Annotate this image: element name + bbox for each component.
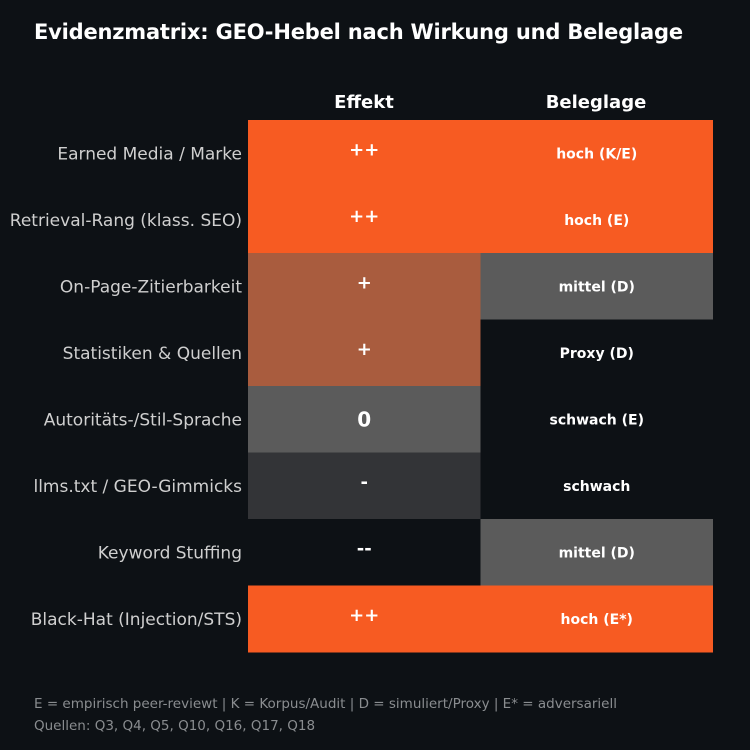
- effekt-value-8: ++: [349, 605, 379, 626]
- footer-legend: E = empirisch peer-reviewt | K = Korpus/…: [34, 696, 617, 712]
- row-label-black-hat-injection-sts: Black-Hat (Injection/STS): [31, 610, 242, 630]
- effekt-value-4: +: [357, 339, 372, 360]
- beleglage-value-4: Proxy (D): [560, 346, 634, 362]
- effekt-value-6: -: [361, 472, 368, 493]
- beleglage-value-1: hoch (K/E): [556, 146, 637, 162]
- row-label-on-page-zitierbarkeit: On-Page-Zitierbarkeit: [60, 277, 242, 297]
- beleglage-cell-5: [480, 386, 713, 453]
- column-header-beleglage: Beleglage: [545, 92, 647, 113]
- beleglage-value-8: hoch (E*): [561, 612, 633, 628]
- effekt-value-7: --: [357, 538, 372, 559]
- beleglage-cell-2: [480, 186, 713, 254]
- effekt-value-3: +: [357, 272, 372, 293]
- footer-sources: Quellen: Q3, Q4, Q5, Q10, Q16, Q17, Q18: [34, 718, 316, 734]
- chart-title: Evidenzmatrix: GEO-Hebel nach Wirkung un…: [34, 20, 683, 44]
- column-header-effekt: Effekt: [334, 92, 394, 113]
- beleglage-value-6: schwach: [563, 479, 630, 495]
- effekt-value-1: ++: [349, 139, 379, 160]
- beleglage-cell-1: [480, 120, 713, 187]
- beleglage-cell-4: [480, 319, 713, 387]
- effekt-cell-5: [248, 386, 481, 453]
- beleglage-cell-6: [480, 452, 713, 520]
- effekt-cell-8: [248, 585, 481, 653]
- beleglage-value-2: hoch (E): [564, 213, 629, 229]
- effekt-cell-7: [248, 519, 481, 586]
- effekt-cell-3: [248, 253, 481, 320]
- effekt-cell-6: [248, 452, 481, 520]
- beleglage-value-3: mittel (D): [559, 279, 635, 295]
- effekt-cell-1: [248, 120, 481, 187]
- beleglage-value-5: schwach (E): [550, 412, 644, 428]
- effekt-cell-4: [248, 319, 481, 387]
- effekt-value-5: 0: [357, 407, 371, 431]
- effekt-cell-2: [248, 186, 481, 254]
- beleglage-cell-7: [480, 519, 713, 586]
- effekt-value-2: ++: [349, 206, 379, 227]
- row-label-autorit-ts-stil-sprache: Autoritäts-/Stil-Sprache: [44, 410, 242, 430]
- row-label-retrieval-rang-klass-seo: Retrieval-Rang (klass. SEO): [10, 211, 242, 231]
- row-label-earned-media-marke: Earned Media / Marke: [57, 144, 242, 164]
- row-label-llms-txt-geo-gimmicks: llms.txt / GEO-Gimmicks: [33, 477, 242, 497]
- beleglage-value-7: mittel (D): [559, 545, 635, 561]
- beleglage-cell-3: [480, 253, 713, 320]
- beleglage-cell-8: [480, 585, 713, 653]
- row-label-keyword-stuffing: Keyword Stuffing: [98, 543, 242, 563]
- row-label-statistiken-quellen: Statistiken & Quellen: [63, 344, 242, 364]
